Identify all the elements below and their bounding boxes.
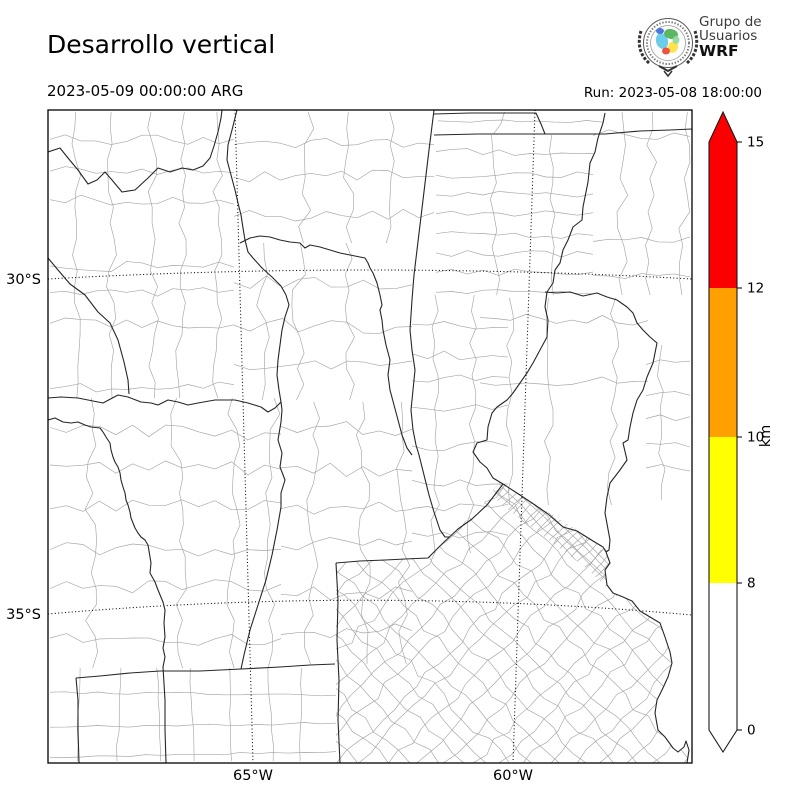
colorbar-tick-label: 15 <box>747 135 764 151</box>
x-axis-tick-label: 65°W <box>233 768 273 784</box>
colorbar-unit-label: km <box>758 425 774 448</box>
colorbar: 15 12 10 8 0 km <box>708 110 774 754</box>
ocean-mask <box>605 508 692 763</box>
graticule <box>48 110 692 763</box>
colorbar-tick-label: 0 <box>747 723 756 739</box>
y-axis-tick-label: 30°S <box>6 272 41 288</box>
logo-line2: Usuarios <box>699 28 758 44</box>
colorbar-band <box>709 142 737 288</box>
colorbar-tick-label: 12 <box>747 281 764 297</box>
logo-line1: Grupo de <box>699 14 762 30</box>
wrf-logo-emblem <box>637 18 699 78</box>
colorbar-band <box>709 437 737 583</box>
colorbar-tick-label: 10 <box>747 430 764 446</box>
latitude-gridline <box>48 599 692 616</box>
colorbar-band <box>709 288 737 437</box>
colorbar-arrow-top <box>709 112 737 142</box>
colorbar-band <box>709 583 737 730</box>
valid-time-label: 2023-05-09 00:00:00 ARG <box>47 82 244 100</box>
wrf-logo-text: Grupo de Usuarios WRF <box>699 15 762 60</box>
map-area <box>48 110 692 763</box>
run-time-label: Run: 2023-05-08 18:00:00 <box>583 85 762 101</box>
map-frame <box>47 109 693 764</box>
department-boundaries <box>49 111 691 762</box>
latitude-gridline <box>48 269 692 280</box>
x-axis-tick-label: 60°W <box>493 768 533 784</box>
province-boundaries <box>48 110 692 763</box>
y-axis-tick-label: 35°S <box>6 607 41 623</box>
colorbar-tick-label: 8 <box>747 576 756 592</box>
longitude-gridline <box>512 110 536 763</box>
page-title: Desarrollo vertical <box>47 30 276 59</box>
logo-line3: WRF <box>699 42 739 60</box>
longitude-gridline <box>234 110 254 763</box>
colorbar-arrow-bottom <box>709 730 737 752</box>
